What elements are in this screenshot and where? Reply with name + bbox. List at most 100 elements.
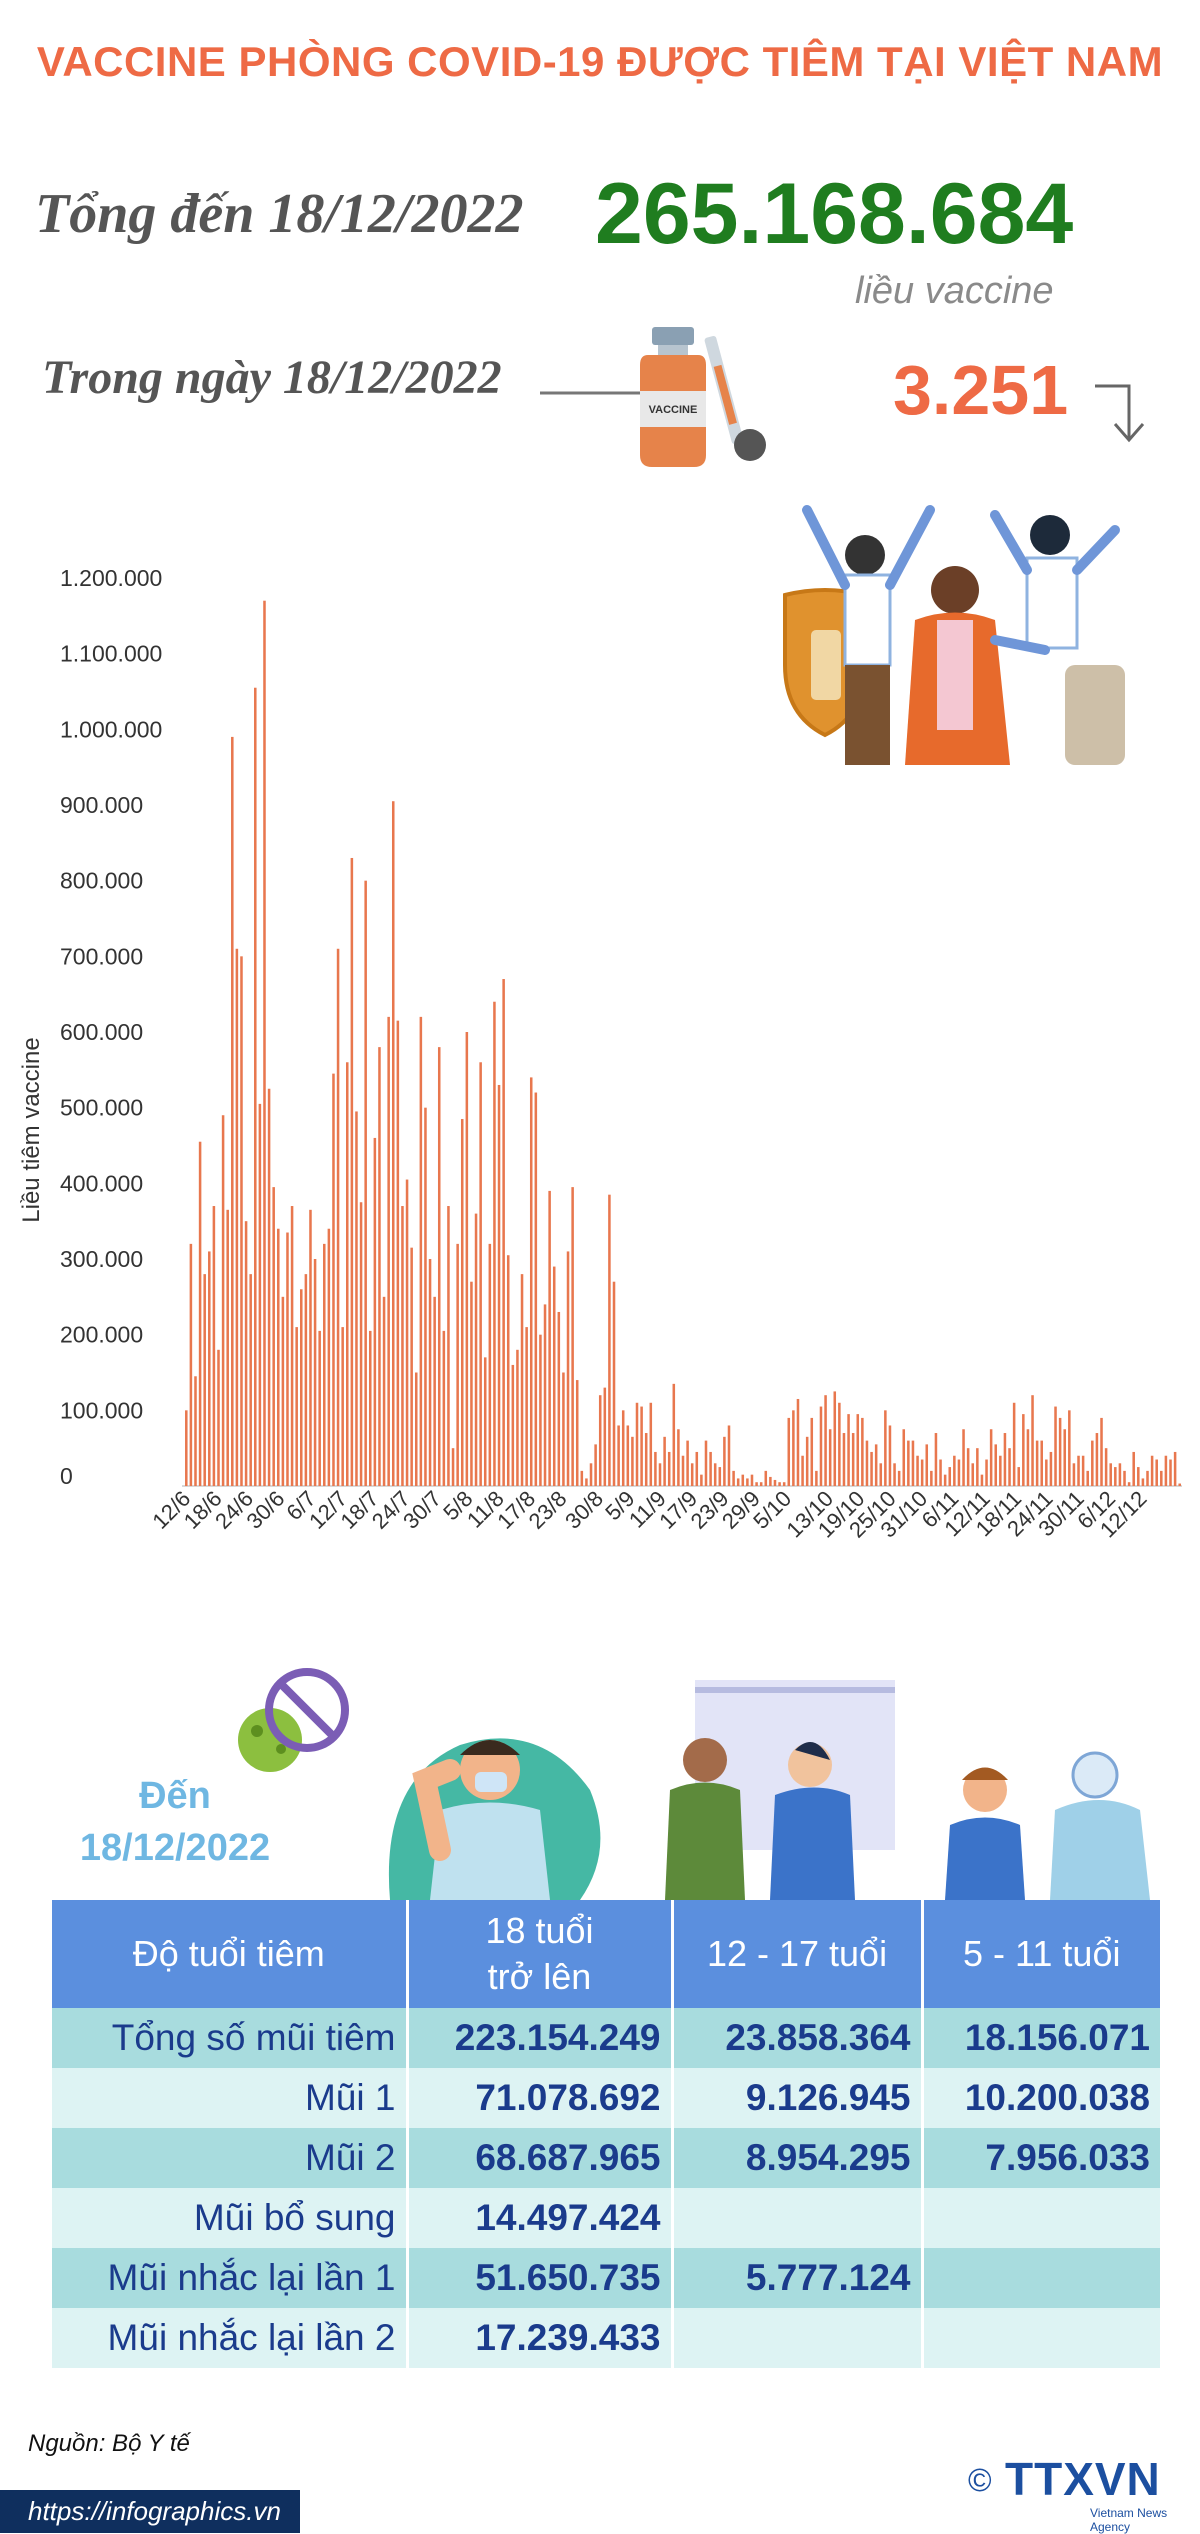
person-left xyxy=(802,505,935,765)
bar xyxy=(1109,1463,1112,1486)
bar xyxy=(1132,1451,1135,1486)
bar xyxy=(185,1410,188,1486)
bar xyxy=(516,1349,519,1486)
bar xyxy=(957,1459,961,1486)
bar xyxy=(369,1330,372,1486)
bar xyxy=(1077,1455,1080,1486)
bar xyxy=(208,1251,211,1486)
header-18-plus: 18 tuổi trở lên xyxy=(407,1900,674,2008)
total-label: Tổng đến 18/12/2022 xyxy=(35,183,524,245)
bar xyxy=(759,1482,763,1486)
bar xyxy=(626,1425,630,1486)
bar xyxy=(543,1304,547,1486)
bar xyxy=(792,1410,795,1486)
bar xyxy=(566,1251,570,1486)
bar xyxy=(851,1433,855,1486)
bar xyxy=(755,1482,758,1486)
bar xyxy=(240,956,243,1486)
cell-12-17: 23.858.364 xyxy=(672,2008,924,2068)
row-label: Mũi nhắc lại lần 1 xyxy=(52,2248,409,2308)
bar xyxy=(548,1190,551,1486)
copyright-icon: © xyxy=(968,2462,992,2498)
bar xyxy=(713,1463,717,1486)
bar xyxy=(1091,1440,1094,1486)
bar xyxy=(723,1436,726,1486)
table-header-row: Độ tuổi tiêm 18 tuổi trở lên 12 - 17 tuổ… xyxy=(52,1900,1160,2008)
bar xyxy=(925,1444,929,1486)
bar xyxy=(999,1455,1002,1486)
bar xyxy=(382,1296,386,1486)
bar xyxy=(1012,1402,1016,1486)
bar xyxy=(1141,1478,1145,1486)
vaccine-vial-illustration: VACCINE xyxy=(540,327,766,467)
row-label: Mũi bổ sung xyxy=(52,2188,409,2248)
table-row: Mũi 2 68.687.965 8.954.295 7.956.033 xyxy=(52,2128,1160,2188)
bar xyxy=(387,1016,390,1486)
footer-bar xyxy=(0,2490,300,2533)
bar xyxy=(346,1062,349,1486)
bar xyxy=(1017,1467,1020,1486)
bar xyxy=(497,1084,501,1486)
bar xyxy=(736,1478,740,1486)
bar xyxy=(456,1243,459,1486)
bar xyxy=(502,979,505,1486)
bar xyxy=(930,1470,933,1486)
bar xyxy=(405,1179,409,1486)
bar xyxy=(861,1417,864,1486)
bar xyxy=(529,1077,533,1486)
bar xyxy=(976,1448,979,1486)
x-tick-label: 30/7 xyxy=(398,1486,446,1534)
bar xyxy=(838,1402,841,1486)
y-tick-label: 400.000 xyxy=(60,1170,143,1196)
bar xyxy=(263,600,266,1486)
bar xyxy=(410,1247,413,1486)
page-title: VACCINE PHÒNG COVID-19 ĐƯỢC TIÊM TẠI VIỆ… xyxy=(36,38,1164,85)
y-axis-ticks: 0 100.000 200.000 300.000 400.000 500.000 600.… xyxy=(60,565,162,1489)
bar xyxy=(695,1451,699,1486)
bar xyxy=(640,1406,643,1486)
bar xyxy=(815,1470,818,1486)
bar xyxy=(746,1478,749,1486)
bar xyxy=(419,1016,423,1486)
footer-url[interactable]: https://infographics.vn xyxy=(28,2496,281,2526)
as-of-date: Đến 18/12/2022 xyxy=(70,1770,280,1874)
bar xyxy=(782,1482,786,1486)
bar xyxy=(552,1266,556,1486)
bar xyxy=(663,1436,666,1486)
bar xyxy=(249,1274,252,1486)
bar xyxy=(897,1470,901,1486)
header-12-17: 12 - 17 tuổi xyxy=(672,1900,924,2008)
day-label: Trong ngày 18/12/2022 xyxy=(42,351,502,404)
bar xyxy=(1127,1482,1131,1486)
bar xyxy=(916,1455,919,1486)
row-label: Mũi nhắc lại lần 2 xyxy=(52,2308,409,2368)
y-tick-label: 800.000 xyxy=(60,868,143,894)
bar xyxy=(801,1455,804,1486)
child-vaccinated-illustration xyxy=(945,1751,1150,1900)
bar xyxy=(414,1372,418,1486)
bar xyxy=(557,1311,561,1486)
bar xyxy=(1058,1417,1062,1486)
bar xyxy=(1137,1467,1140,1486)
bar xyxy=(1100,1417,1103,1486)
bar xyxy=(865,1440,869,1486)
bar xyxy=(1026,1429,1030,1486)
bar xyxy=(700,1474,703,1486)
cell-12-17: 9.126.945 xyxy=(672,2068,924,2128)
bar xyxy=(1169,1459,1172,1486)
bar xyxy=(364,880,367,1486)
bar xyxy=(893,1463,896,1486)
table-row: Mũi bổ sung 14.497.424 xyxy=(52,2188,1160,2248)
bar xyxy=(231,736,234,1486)
bar xyxy=(378,1047,381,1486)
syringe-icon xyxy=(704,335,766,461)
bar xyxy=(244,1221,248,1486)
total-unit: liều vaccine xyxy=(855,270,1054,312)
bar xyxy=(718,1467,722,1486)
bar xyxy=(304,1274,308,1486)
cell-18-plus: 71.078.692 xyxy=(407,2068,674,2128)
bar xyxy=(1040,1440,1043,1486)
header-18-plus-line2: trở lên xyxy=(487,1956,592,1997)
bar xyxy=(727,1425,731,1486)
bar xyxy=(902,1429,906,1486)
